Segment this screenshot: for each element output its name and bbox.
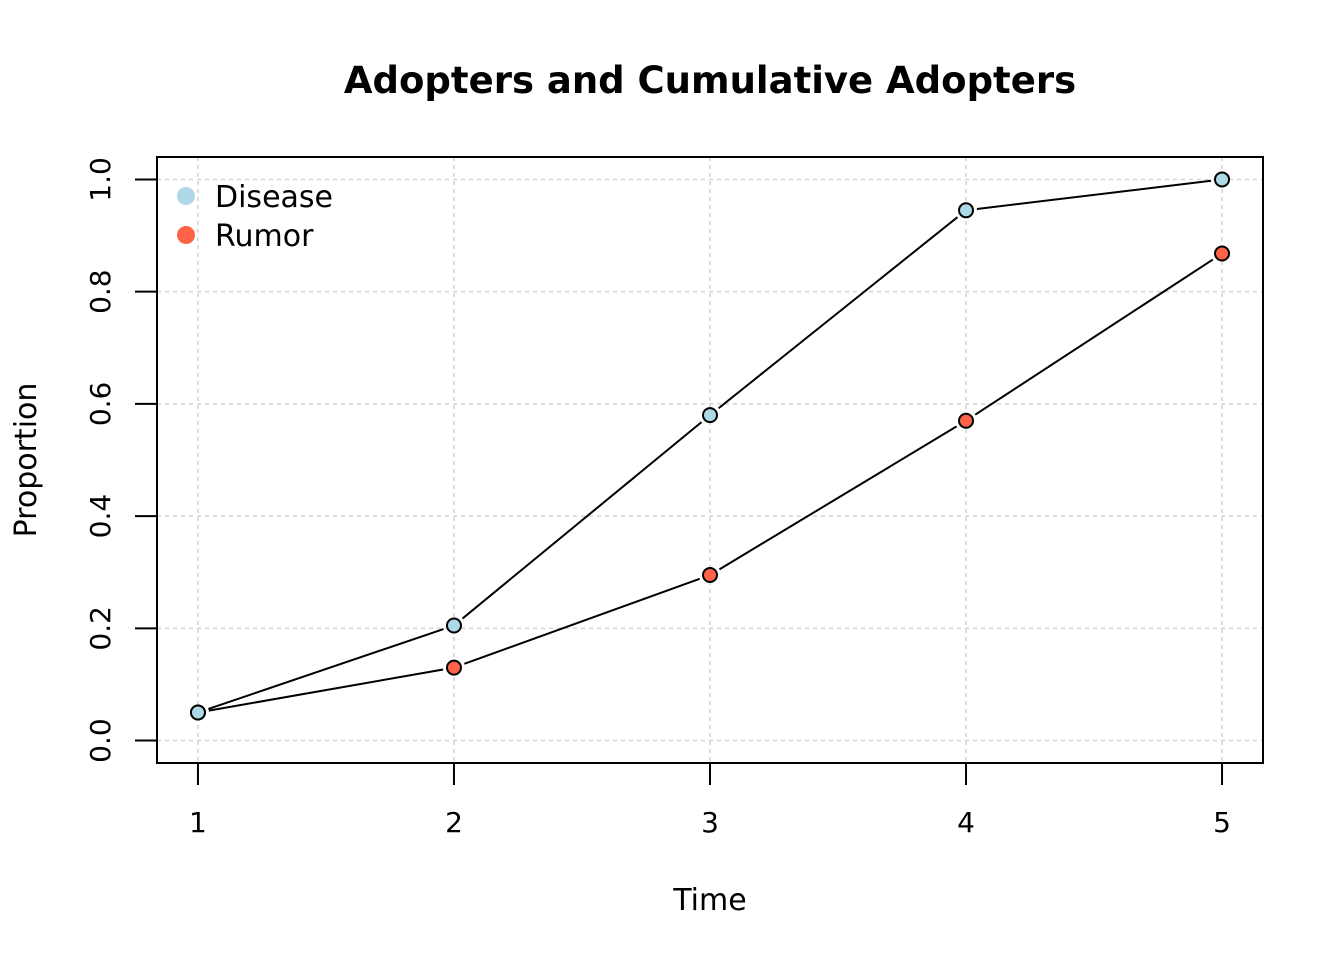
chart-title: Adopters and Cumulative Adopters [344, 59, 1076, 102]
y-tick-label: 0.8 [84, 269, 117, 314]
legend-label-rumor: Rumor [215, 219, 314, 254]
series-line-segment-rumor [463, 577, 700, 665]
data-point-disease [189, 704, 206, 721]
x-tick-label: 3 [701, 806, 719, 839]
series-line-segment-rumor [208, 668, 444, 712]
x-tick-label: 4 [957, 806, 975, 839]
x-tick-label: 2 [445, 806, 463, 839]
data-point-rumor [445, 659, 462, 676]
series-line-segment-rumor [974, 258, 1214, 416]
data-point-disease [1214, 171, 1231, 188]
data-point-rumor [702, 567, 718, 584]
series-line-segment-disease [208, 628, 444, 710]
legend-label-disease: Disease [215, 180, 333, 215]
x-axis: 1 2 3 4 5 [189, 763, 1231, 839]
y-tick-label: 0.6 [84, 382, 117, 427]
y-tick-label: 0.2 [84, 606, 117, 651]
data-point-disease [445, 617, 462, 634]
legend-marker-rumor [177, 226, 195, 244]
legend-marker-disease [177, 187, 195, 205]
data-point-disease [958, 202, 975, 219]
y-tick-label: 1.0 [84, 157, 117, 202]
y-tick-label: 0.4 [84, 494, 117, 539]
data-point-rumor [958, 412, 975, 429]
x-tick-label: 1 [189, 806, 207, 839]
data-point-rumor [1214, 245, 1231, 262]
series-line-segment-rumor [718, 425, 958, 571]
y-axis: 0.0 0.2 0.4 0.6 0.8 1.0 [84, 157, 157, 763]
y-tick-label: 0.0 [84, 718, 117, 763]
series-line-segment-disease [461, 421, 703, 620]
y-axis-label: Proportion [9, 383, 44, 538]
lines-layer [208, 179, 1214, 712]
data-point-disease [702, 407, 718, 424]
x-axis-label: Time [672, 883, 746, 918]
series-line-segment-disease [717, 216, 959, 410]
series-line-segment-disease [976, 179, 1212, 210]
x-tick-label: 5 [1213, 806, 1231, 839]
grid-layer [157, 157, 1263, 763]
points-layer [189, 171, 1231, 721]
legend: Disease Rumor [177, 180, 333, 254]
